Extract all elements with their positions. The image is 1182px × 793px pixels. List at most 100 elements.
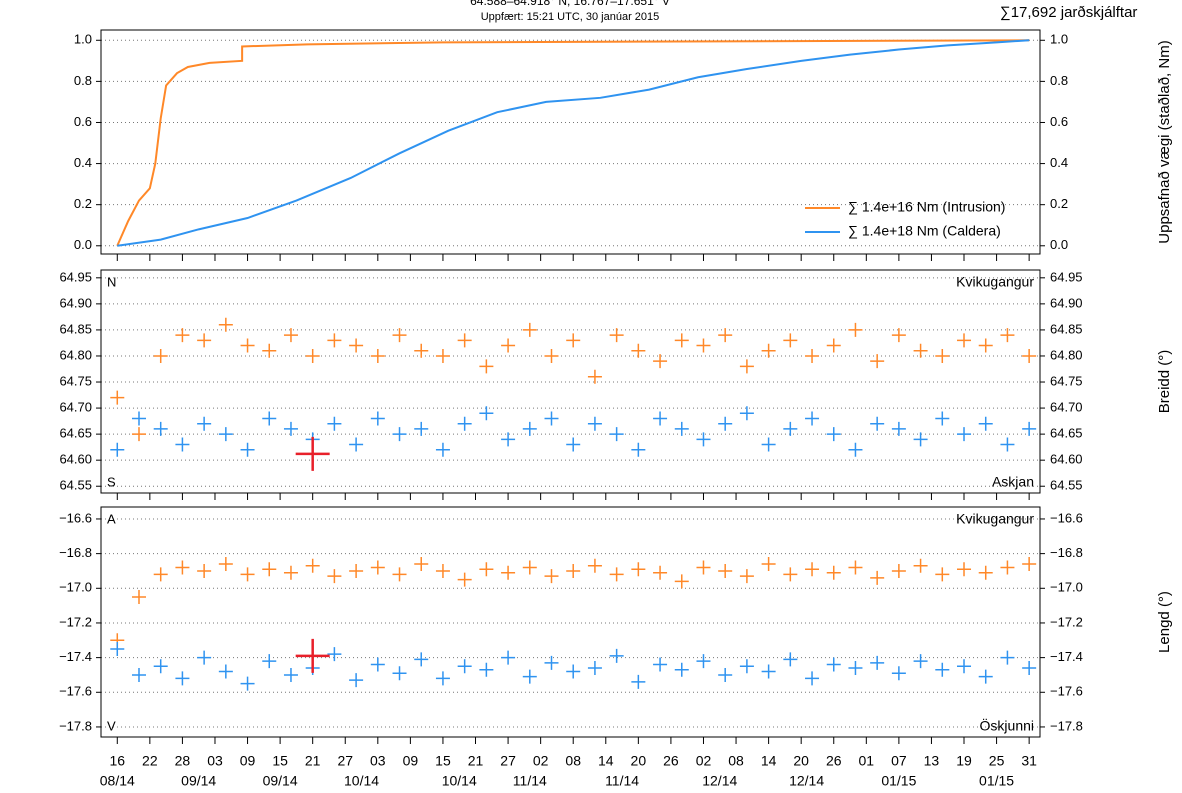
y-tick-label: −16.8 — [59, 545, 92, 560]
plot-frame — [100, 269, 1041, 494]
event-point — [435, 563, 450, 578]
event-point — [1000, 650, 1015, 665]
y-axis-label: Lengd (°) — [1156, 591, 1173, 653]
event-point — [283, 565, 298, 580]
x-tick-label: 26 — [826, 753, 842, 769]
y-tick-label: 0.8 — [74, 73, 92, 88]
event-point — [805, 562, 820, 577]
event-point — [674, 333, 689, 348]
event-point — [783, 652, 798, 667]
y-tick-label: −17.6 — [59, 684, 92, 699]
event-point — [349, 673, 364, 688]
event-point — [631, 674, 646, 689]
event-point — [891, 328, 906, 343]
event-point — [761, 557, 776, 572]
event-point — [283, 667, 298, 682]
y-tick-label: 0.4 — [74, 155, 92, 170]
event-point — [153, 348, 168, 363]
event-point — [262, 654, 277, 669]
event-point — [262, 343, 277, 358]
x-tick-label: 09 — [403, 753, 419, 769]
x-tick-label: 14 — [598, 753, 614, 769]
event-point — [978, 416, 993, 431]
event-point — [175, 671, 190, 686]
event-point — [370, 411, 385, 426]
event-point — [826, 565, 841, 580]
event-point — [978, 669, 993, 684]
event-point — [283, 328, 298, 343]
event-point — [913, 654, 928, 669]
x-month-label: 01/15 — [881, 773, 916, 789]
event-point — [718, 667, 733, 682]
event-point — [218, 557, 233, 572]
event-point — [1022, 661, 1037, 676]
y-tick-label: 64.55 — [59, 478, 92, 493]
x-tick-label: 02 — [533, 753, 549, 769]
y2-tick-label: 64.85 — [1050, 321, 1083, 336]
event-point — [870, 570, 885, 585]
event-point — [501, 432, 516, 447]
event-point — [631, 562, 646, 577]
event-point — [392, 328, 407, 343]
event-point — [522, 322, 537, 337]
corner-label: N — [107, 274, 116, 289]
event-point — [739, 659, 754, 674]
event-count: ∑17,692 jarðskjálftar — [1000, 4, 1137, 21]
x-tick-label: 07 — [891, 753, 907, 769]
x-tick-label: 19 — [956, 753, 972, 769]
event-point — [609, 648, 624, 663]
event-point — [414, 343, 429, 358]
event-point — [718, 563, 733, 578]
event-point — [848, 560, 863, 575]
event-point — [240, 442, 255, 457]
event-point — [870, 655, 885, 670]
event-point — [414, 421, 429, 436]
corner-label: V — [107, 718, 116, 733]
event-point — [501, 565, 516, 580]
y-tick-label: 0.2 — [74, 196, 92, 211]
event-point — [327, 569, 342, 584]
y2-tick-label: 1.0 — [1050, 32, 1068, 47]
event-point — [131, 411, 146, 426]
x-tick-label: 31 — [1021, 753, 1037, 769]
x-month-label: 09/14 — [263, 773, 298, 789]
event-point — [848, 322, 863, 337]
x-tick-label: 27 — [337, 753, 353, 769]
y-tick-label: 64.65 — [59, 426, 92, 441]
corner-label: S — [107, 474, 116, 489]
event-point — [566, 333, 581, 348]
event-point — [587, 661, 602, 676]
x-tick-label: 03 — [370, 753, 386, 769]
event-point — [609, 328, 624, 343]
event-point — [435, 671, 450, 686]
event-point — [674, 421, 689, 436]
event-point — [479, 406, 494, 421]
event-point — [587, 369, 602, 384]
event-point — [805, 348, 820, 363]
event-point — [826, 657, 841, 672]
event-point — [978, 338, 993, 353]
y-tick-label: −17.2 — [59, 614, 92, 629]
series-label: Kvikugangur — [956, 274, 1034, 290]
event-point — [653, 354, 668, 369]
event-point — [349, 338, 364, 353]
event-point — [153, 659, 168, 674]
event-point — [110, 442, 125, 457]
event-point — [131, 589, 146, 604]
event-point — [978, 565, 993, 580]
event-point — [218, 664, 233, 679]
event-point — [175, 328, 190, 343]
event-point — [544, 411, 559, 426]
x-month-label: 09/14 — [181, 773, 216, 789]
y2-tick-label: 64.55 — [1050, 478, 1083, 493]
event-point — [218, 427, 233, 442]
event-point — [392, 567, 407, 582]
event-point — [957, 562, 972, 577]
y-tick-label: 0.6 — [74, 114, 92, 129]
event-point — [957, 659, 972, 674]
event-point — [870, 416, 885, 431]
chart-title: 64.588–64.918° N, 16.767–17.651° V — [470, 0, 670, 8]
x-month-label: 08/14 — [100, 773, 135, 789]
event-point — [761, 343, 776, 358]
cumulative-line — [117, 39, 1030, 247]
